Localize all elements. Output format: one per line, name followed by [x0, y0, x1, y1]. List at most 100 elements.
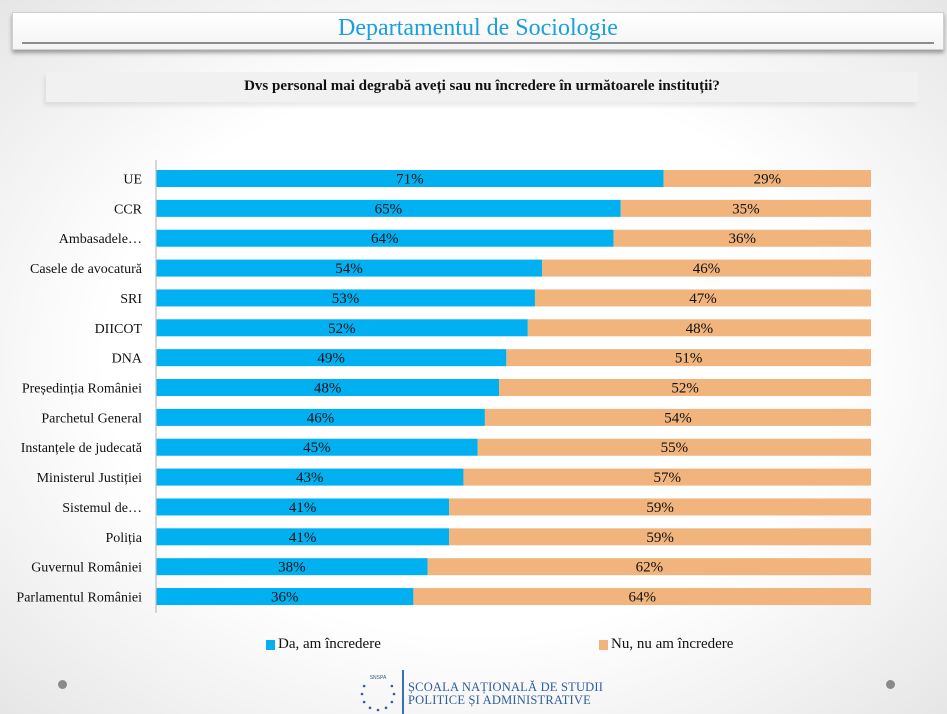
bar-da	[156, 199, 621, 217]
bar-da	[156, 319, 528, 337]
data-label-nu: 35%	[732, 201, 760, 217]
bar-da	[156, 498, 450, 516]
bar-da	[156, 468, 464, 486]
data-label-da: 49%	[317, 351, 345, 367]
data-label-da: 52%	[328, 321, 356, 337]
star-icon	[362, 700, 366, 704]
legend-item-da: Da, am încredere	[266, 636, 381, 653]
bar-nu	[542, 259, 871, 277]
page-title: Departamentul de Sociologie	[338, 15, 618, 41]
category-label: Parlamentul României	[16, 591, 142, 606]
data-label-da: 41%	[289, 530, 317, 546]
data-label-nu: 54%	[664, 410, 692, 426]
star-icon	[368, 706, 372, 710]
legend-swatch-da	[266, 639, 275, 650]
bar-nu	[534, 289, 871, 307]
bar-da	[156, 379, 500, 397]
category-label: Poliția	[105, 531, 142, 546]
category-label: SRI	[120, 292, 142, 307]
data-label-nu: 51%	[675, 351, 703, 367]
data-label-nu: 59%	[646, 500, 674, 516]
chart-title: Dvs personal mai degrabă aveți sau nu în…	[244, 78, 720, 94]
legend-label-nu: Nu, nu am încredere	[611, 636, 734, 652]
bar-nu	[613, 229, 871, 247]
title-underline	[22, 17, 934, 44]
data-label-nu: 52%	[671, 381, 699, 397]
bar-nu	[506, 349, 871, 367]
data-label-da: 38%	[278, 560, 306, 576]
bar-nu	[620, 199, 871, 217]
category-label: CCR	[114, 202, 143, 217]
category-label: DNA	[112, 352, 143, 367]
star-icon	[390, 700, 394, 704]
category-label: DIICOT	[95, 322, 143, 337]
data-label-da: 54%	[335, 261, 363, 277]
star-icon	[376, 708, 380, 712]
data-label-nu: 29%	[754, 172, 782, 188]
star-icon	[392, 692, 396, 696]
category-label: Instanțele de judecată	[21, 441, 143, 456]
bar-da	[156, 588, 414, 606]
title-banner: Departamentul de Sociologie	[12, 12, 944, 50]
star-icon	[384, 706, 388, 710]
data-label-nu: 47%	[689, 291, 717, 307]
bar-da	[156, 558, 428, 576]
data-label-nu: 48%	[686, 321, 714, 337]
data-label-da: 41%	[289, 500, 317, 516]
bar-da	[156, 528, 450, 546]
bar-nu	[463, 468, 871, 486]
bar-da	[156, 349, 507, 367]
category-label: Ambasadele…	[59, 232, 142, 247]
logo-acronym: SNSPA	[370, 675, 387, 681]
data-label-da: 36%	[271, 590, 299, 606]
data-label-nu: 59%	[646, 530, 674, 546]
star-icon	[362, 684, 366, 688]
bar-nu	[663, 170, 871, 187]
category-label: UE	[123, 173, 142, 188]
bar-nu	[477, 438, 871, 456]
data-label-da: 64%	[371, 231, 399, 247]
bar-da	[156, 408, 485, 426]
bar-nu	[449, 528, 871, 546]
star-icon	[360, 692, 364, 696]
data-label-da: 71%	[396, 172, 424, 188]
data-label-nu: 62%	[636, 560, 664, 576]
data-label-da: 53%	[332, 291, 360, 307]
legend-item-nu: Nu, nu am încredere	[599, 636, 733, 653]
logo-divider	[402, 670, 404, 714]
data-label-da: 43%	[296, 470, 324, 486]
eu-stars-icon: SNSPA	[360, 675, 396, 712]
stacked-bar-chart: 71% 29% UE 65% 35% CCR 64% 36% Ambasadele… 54% 46%…	[16, 160, 871, 613]
bar-da	[156, 438, 478, 456]
bar-nu	[449, 498, 871, 516]
star-icon	[390, 684, 394, 688]
category-label: Guvernul României	[31, 561, 142, 576]
bar-da	[156, 259, 543, 277]
data-label-da: 65%	[375, 201, 403, 217]
data-label-nu: 36%	[729, 231, 757, 247]
bar-da	[156, 229, 614, 247]
category-label: Casele de avocatură	[30, 262, 143, 277]
category-label: Sistemul de…	[62, 501, 142, 516]
legend-swatch-nu	[599, 639, 608, 650]
bar-da	[156, 289, 535, 307]
data-label-nu: 64%	[628, 590, 656, 606]
data-label-da: 48%	[314, 381, 342, 397]
slide-dot-right	[886, 680, 895, 689]
category-label: Ministerul Justiției	[37, 471, 143, 486]
bar-nu	[527, 319, 871, 337]
data-label-nu: 57%	[653, 470, 681, 486]
category-label: Președinția României	[22, 382, 142, 397]
data-label-da: 45%	[303, 440, 331, 456]
data-label-da: 46%	[307, 410, 335, 426]
legend-label-da: Da, am încredere	[278, 636, 381, 652]
category-label: Parchetul General	[41, 411, 142, 426]
data-label-nu: 55%	[661, 440, 689, 456]
snspa-logo: SNSPA ȘCOALA NAȚIONALĂ DE STUDII POLITIC…	[356, 670, 603, 714]
logo-line-1: ȘCOALA NAȚIONALĂ DE STUDII	[408, 680, 604, 694]
bar-nu	[427, 558, 871, 576]
bar-da	[156, 170, 664, 187]
data-label-nu: 46%	[693, 261, 721, 277]
slide-dot-left	[58, 680, 67, 689]
logo-line-2: POLITICE ȘI ADMINISTRATIVE	[408, 693, 591, 707]
